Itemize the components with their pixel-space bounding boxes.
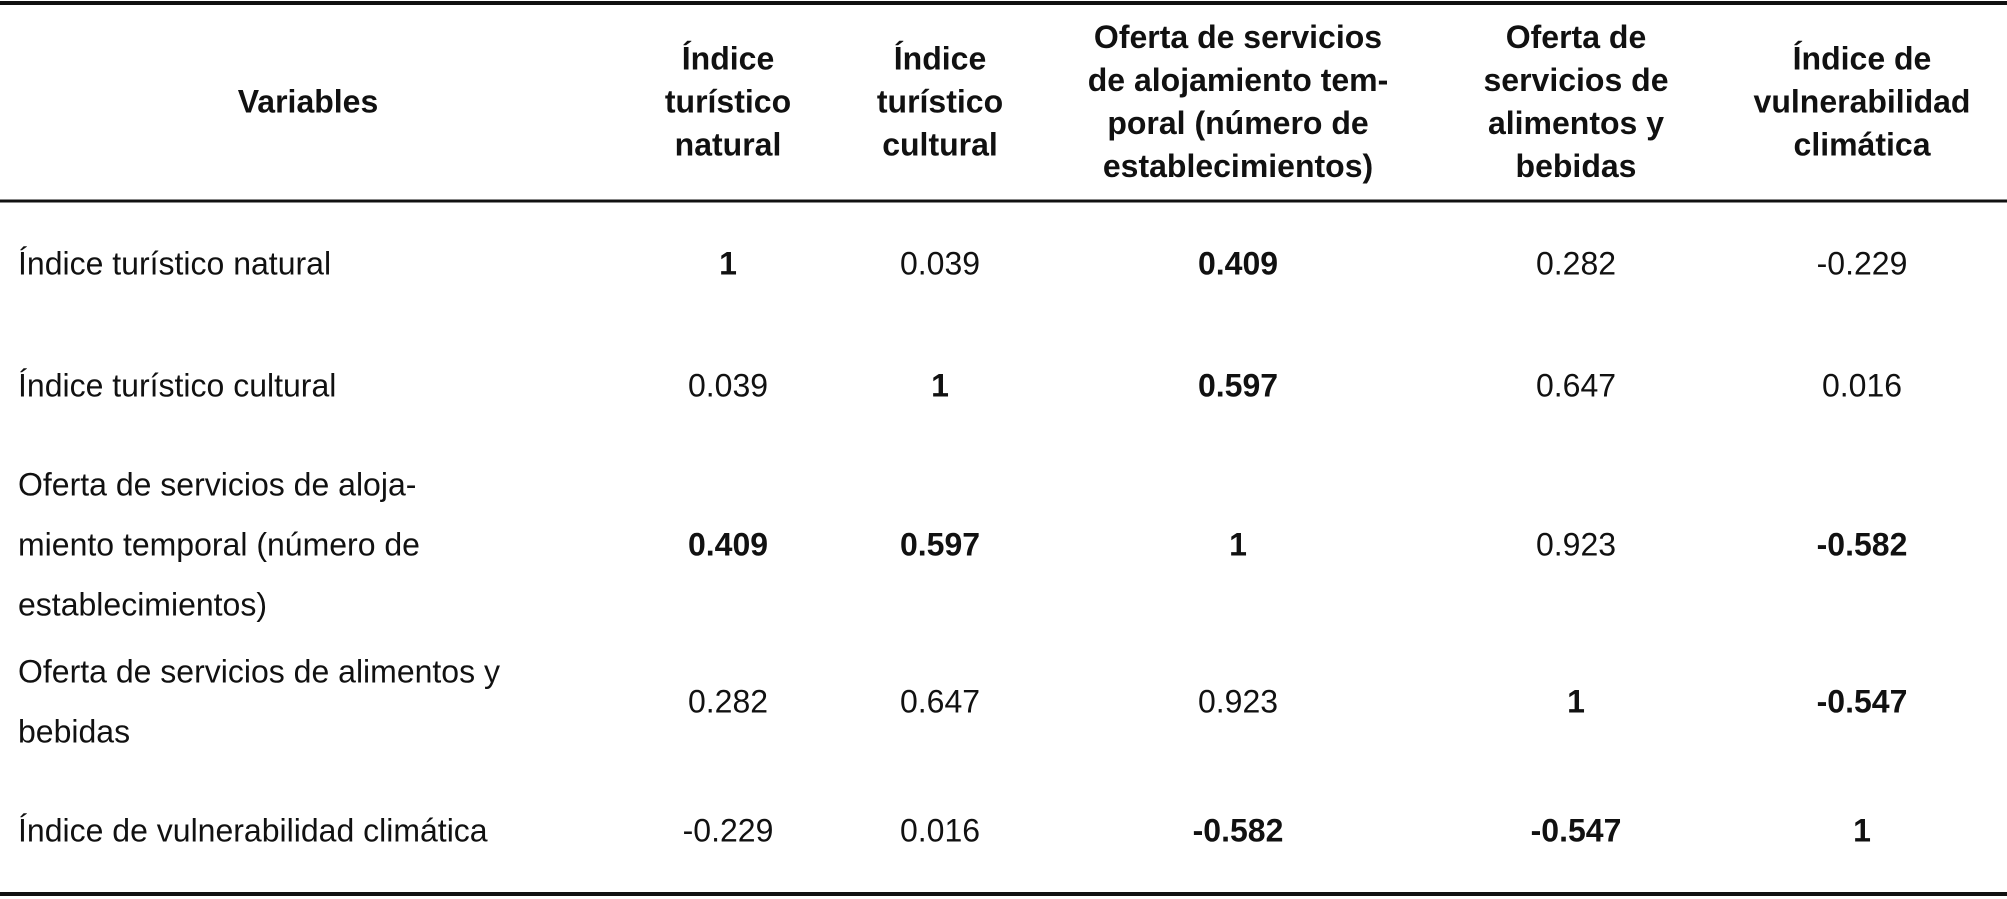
header-cell: de alojamiento tem- bbox=[1088, 62, 1389, 98]
cell: 0.016 bbox=[900, 812, 980, 848]
header-cell: alimentos y bbox=[1488, 105, 1664, 141]
cell: -0.582 bbox=[1193, 812, 1284, 848]
cell: 0.647 bbox=[900, 683, 980, 719]
cell: 0.923 bbox=[1536, 526, 1616, 562]
header-cell: Índice bbox=[894, 40, 986, 76]
cell: 1 bbox=[931, 367, 949, 403]
header-cell: turístico bbox=[877, 83, 1003, 119]
header-cell: poral (número de bbox=[1107, 105, 1368, 141]
cell: 0.016 bbox=[1822, 367, 1902, 403]
row-label: miento temporal (número de bbox=[18, 526, 420, 562]
cell: 0.282 bbox=[1536, 245, 1616, 281]
row-label: Índice turístico cultural bbox=[18, 367, 336, 403]
row-label: Oferta de servicios de alimentos y bbox=[18, 653, 500, 689]
cell: -0.582 bbox=[1817, 526, 1908, 562]
header-cell: establecimientos) bbox=[1103, 148, 1373, 184]
header-cell: natural bbox=[675, 126, 782, 162]
cell: -0.547 bbox=[1817, 683, 1908, 719]
cell: 0.597 bbox=[900, 526, 980, 562]
row-label: Oferta de servicios de aloja- bbox=[18, 466, 416, 502]
header-cell: vulnerabilidad bbox=[1754, 83, 1971, 119]
cell: 1 bbox=[1567, 683, 1585, 719]
cell: 0.923 bbox=[1198, 683, 1278, 719]
header-cell: climática bbox=[1794, 126, 1931, 162]
header-cell: Índice bbox=[682, 40, 774, 76]
cell: 1 bbox=[1853, 812, 1871, 848]
row-label: Índice de vulnerabilidad climática bbox=[18, 812, 488, 848]
row-label: bebidas bbox=[18, 713, 130, 749]
cell: 0.282 bbox=[688, 683, 768, 719]
header-cell: Variables bbox=[238, 83, 379, 119]
cell: 1 bbox=[1229, 526, 1247, 562]
row-label: establecimientos) bbox=[18, 586, 267, 622]
header-cell: turístico bbox=[665, 83, 791, 119]
cell: 1 bbox=[719, 245, 737, 281]
header-cell: Índice de bbox=[1793, 40, 1932, 76]
header-cell: servicios de bbox=[1484, 62, 1669, 98]
cell: 0.597 bbox=[1198, 367, 1278, 403]
cell: -0.547 bbox=[1531, 812, 1622, 848]
header-cell: Oferta de servicios bbox=[1094, 19, 1382, 55]
cell: 0.039 bbox=[900, 245, 980, 281]
row-label: Índice turístico natural bbox=[18, 245, 331, 281]
cell: 0.039 bbox=[688, 367, 768, 403]
cell: 0.409 bbox=[688, 526, 768, 562]
cell: -0.229 bbox=[1817, 245, 1908, 281]
cell: -0.229 bbox=[683, 812, 774, 848]
header-cell: cultural bbox=[882, 126, 998, 162]
header-cell: Oferta de bbox=[1506, 19, 1646, 55]
cell: 0.409 bbox=[1198, 245, 1278, 281]
cell: 0.647 bbox=[1536, 367, 1616, 403]
header-cell: bebidas bbox=[1516, 148, 1637, 184]
